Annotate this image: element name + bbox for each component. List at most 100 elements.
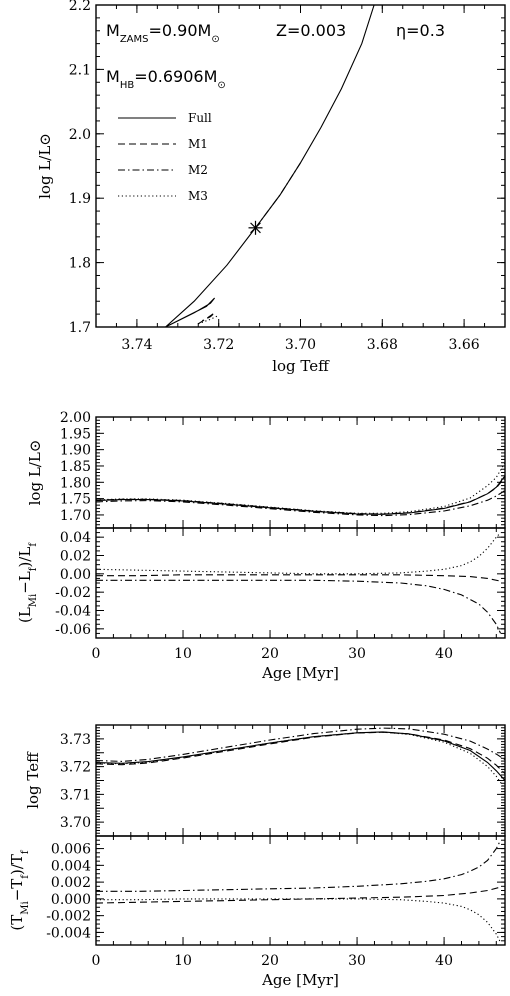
x-tick-label: 30 (348, 953, 366, 969)
x-tick-label: 3.70 (285, 337, 316, 353)
y-tick-label: -0.02 (55, 585, 91, 601)
asterisk-stroke (250, 222, 261, 234)
series-line-m1 (96, 886, 501, 904)
x-tick-label: 0 (92, 646, 101, 662)
y-axis-label-part: (L (16, 607, 34, 623)
x-tick-label: 3.72 (203, 337, 234, 353)
y-tick-label: 2.00 (60, 410, 91, 426)
y-axis-label-part: −L (16, 571, 34, 594)
legend-label-m3: M3 (188, 189, 208, 203)
y-tick-label: 1.80 (60, 475, 91, 491)
hr-diagram-panel: 3.74 3.72 3.70 3.68 3.66 1.7 1.8 1.9 2.0 2.1 2.2 lo… (36, 0, 506, 375)
series-line-m1 (96, 731, 505, 774)
series-line-full (165, 5, 375, 327)
y-axis-label-part: f (20, 874, 31, 879)
annotation-z: Z=0.003 (276, 21, 346, 40)
series-line-m2 (96, 839, 502, 892)
y-tick-label: 1.90 (60, 443, 91, 459)
series-line-m2 (96, 490, 505, 517)
y-tick-label: 2.1 (69, 62, 91, 78)
y-tick-label: 0.004 (51, 858, 91, 874)
x-tick-label: 0 (92, 953, 101, 969)
y-tick-label: 1.7 (69, 320, 91, 336)
y-axis-label-part: f (20, 849, 31, 854)
annotation-mhb: MHB=0.6906M⊙ (106, 67, 226, 91)
legend-label-full: Full (188, 111, 212, 125)
x-tick-label: 40 (435, 953, 453, 969)
luminosity-difference-panel: 0 10 20 30 40 -0.06 -0.04 -0.02 0.00 0.02 0.04 Age … (16, 527, 506, 682)
series-line-full (96, 475, 505, 515)
plot-frame (95, 527, 506, 639)
y-tick-label: 2.2 (69, 0, 91, 14)
x-tick-label: 30 (348, 646, 366, 662)
legend-label-m2: M2 (188, 163, 208, 177)
y-axis-label-part: Mi (20, 901, 31, 914)
series-line-m1 (197, 312, 215, 325)
y-tick-label: 3.72 (60, 760, 91, 776)
x-tick-label: 10 (174, 646, 192, 662)
y-axis-label-part: Mi (28, 594, 39, 607)
teff-difference-panel: 0 10 20 30 40 -0.004-0.0020.0000.0020.0040.00… (8, 835, 506, 989)
y-tick-label: -0.04 (55, 604, 91, 620)
y-axis-label-part: −T (8, 879, 26, 902)
y-tick-label: -0.002 (46, 909, 91, 925)
y-tick-label: 1.75 (60, 492, 91, 508)
x-tick-label: 3.66 (449, 337, 480, 353)
y-tick-label: 0.00 (60, 567, 91, 583)
y-tick-label: 1.9 (69, 191, 91, 207)
y-tick-label: 1.70 (60, 508, 91, 524)
y-axis-label: (TMi−Tf)/Tf (8, 849, 31, 931)
y-axis-label: log L/L⊙ (26, 440, 44, 506)
x-tick-label: 3.68 (367, 337, 398, 353)
y-tick-label: 0.006 (51, 842, 91, 858)
y-axis-label-part: )/L (16, 547, 34, 568)
series-line-m2 (96, 727, 505, 762)
plot-frame (95, 4, 506, 328)
y-axis-label: (LMi−Lf)/Lf (16, 542, 39, 623)
annotation-mzams: MZAMS=0.90M⊙ (106, 21, 220, 45)
y-tick-label: 3.73 (60, 732, 91, 748)
x-axis-label: Age [Myr] (261, 971, 339, 989)
x-axis-label: Age [Myr] (261, 664, 339, 682)
y-tick-label: 2.0 (69, 127, 91, 143)
luminosity-age-panel: 1.701.751.801.851.901.952.00 log L/L⊙ (26, 410, 506, 529)
annotation-mzams-part: =0.90M (148, 21, 211, 40)
x-tick-label: 3.74 (121, 337, 152, 353)
y-tick-label: -0.06 (55, 622, 91, 638)
annotation-mhb-part: HB (120, 80, 135, 91)
series-line-m1 (96, 477, 505, 515)
y-tick-label: 0.04 (60, 530, 91, 546)
y-axis-label-part: )/T (8, 854, 26, 875)
x-tick-label: 20 (261, 953, 279, 969)
annotation-mhb-part: M (106, 67, 120, 86)
annotation-mzams-part: ⊙ (211, 34, 219, 45)
y-axis-label: log L/L⊙ (36, 133, 54, 199)
y-tick-label: 1.8 (69, 256, 91, 272)
x-tick-label: 10 (174, 953, 192, 969)
series-line-m2 (96, 579, 502, 634)
y-axis-label-part: f (28, 542, 39, 547)
y-tick-label: 0.000 (51, 892, 91, 908)
x-axis-label: log Teff (272, 357, 330, 375)
x-tick-label: 20 (261, 646, 279, 662)
annotation-eta: η=0.3 (396, 21, 445, 40)
x-tick-label: 40 (435, 646, 453, 662)
series-line-m1 (96, 574, 501, 582)
annotation-mhb-part: ⊙ (217, 80, 225, 91)
series-line-m3 (198, 314, 219, 325)
y-axis-label-part: (T (8, 915, 26, 931)
y-axis-label: log Teff (24, 751, 42, 809)
y-tick-label: 0.002 (51, 875, 91, 891)
series-line-full (96, 731, 505, 781)
y-tick-label: 1.95 (60, 426, 91, 442)
y-tick-label: 3.70 (60, 815, 91, 831)
y-tick-label: -0.004 (46, 925, 91, 941)
annotation-mzams-part: ZAMS (120, 34, 149, 45)
asterisk-marker (248, 220, 263, 235)
legend-label-m1: M1 (188, 137, 208, 151)
annotation-mzams-part: M (106, 21, 120, 40)
y-axis-label-part: f (28, 566, 39, 571)
teff-age-panel: 3.70 3.71 3.72 3.73 log Teff (24, 724, 506, 837)
series-line-m3 (96, 532, 502, 575)
